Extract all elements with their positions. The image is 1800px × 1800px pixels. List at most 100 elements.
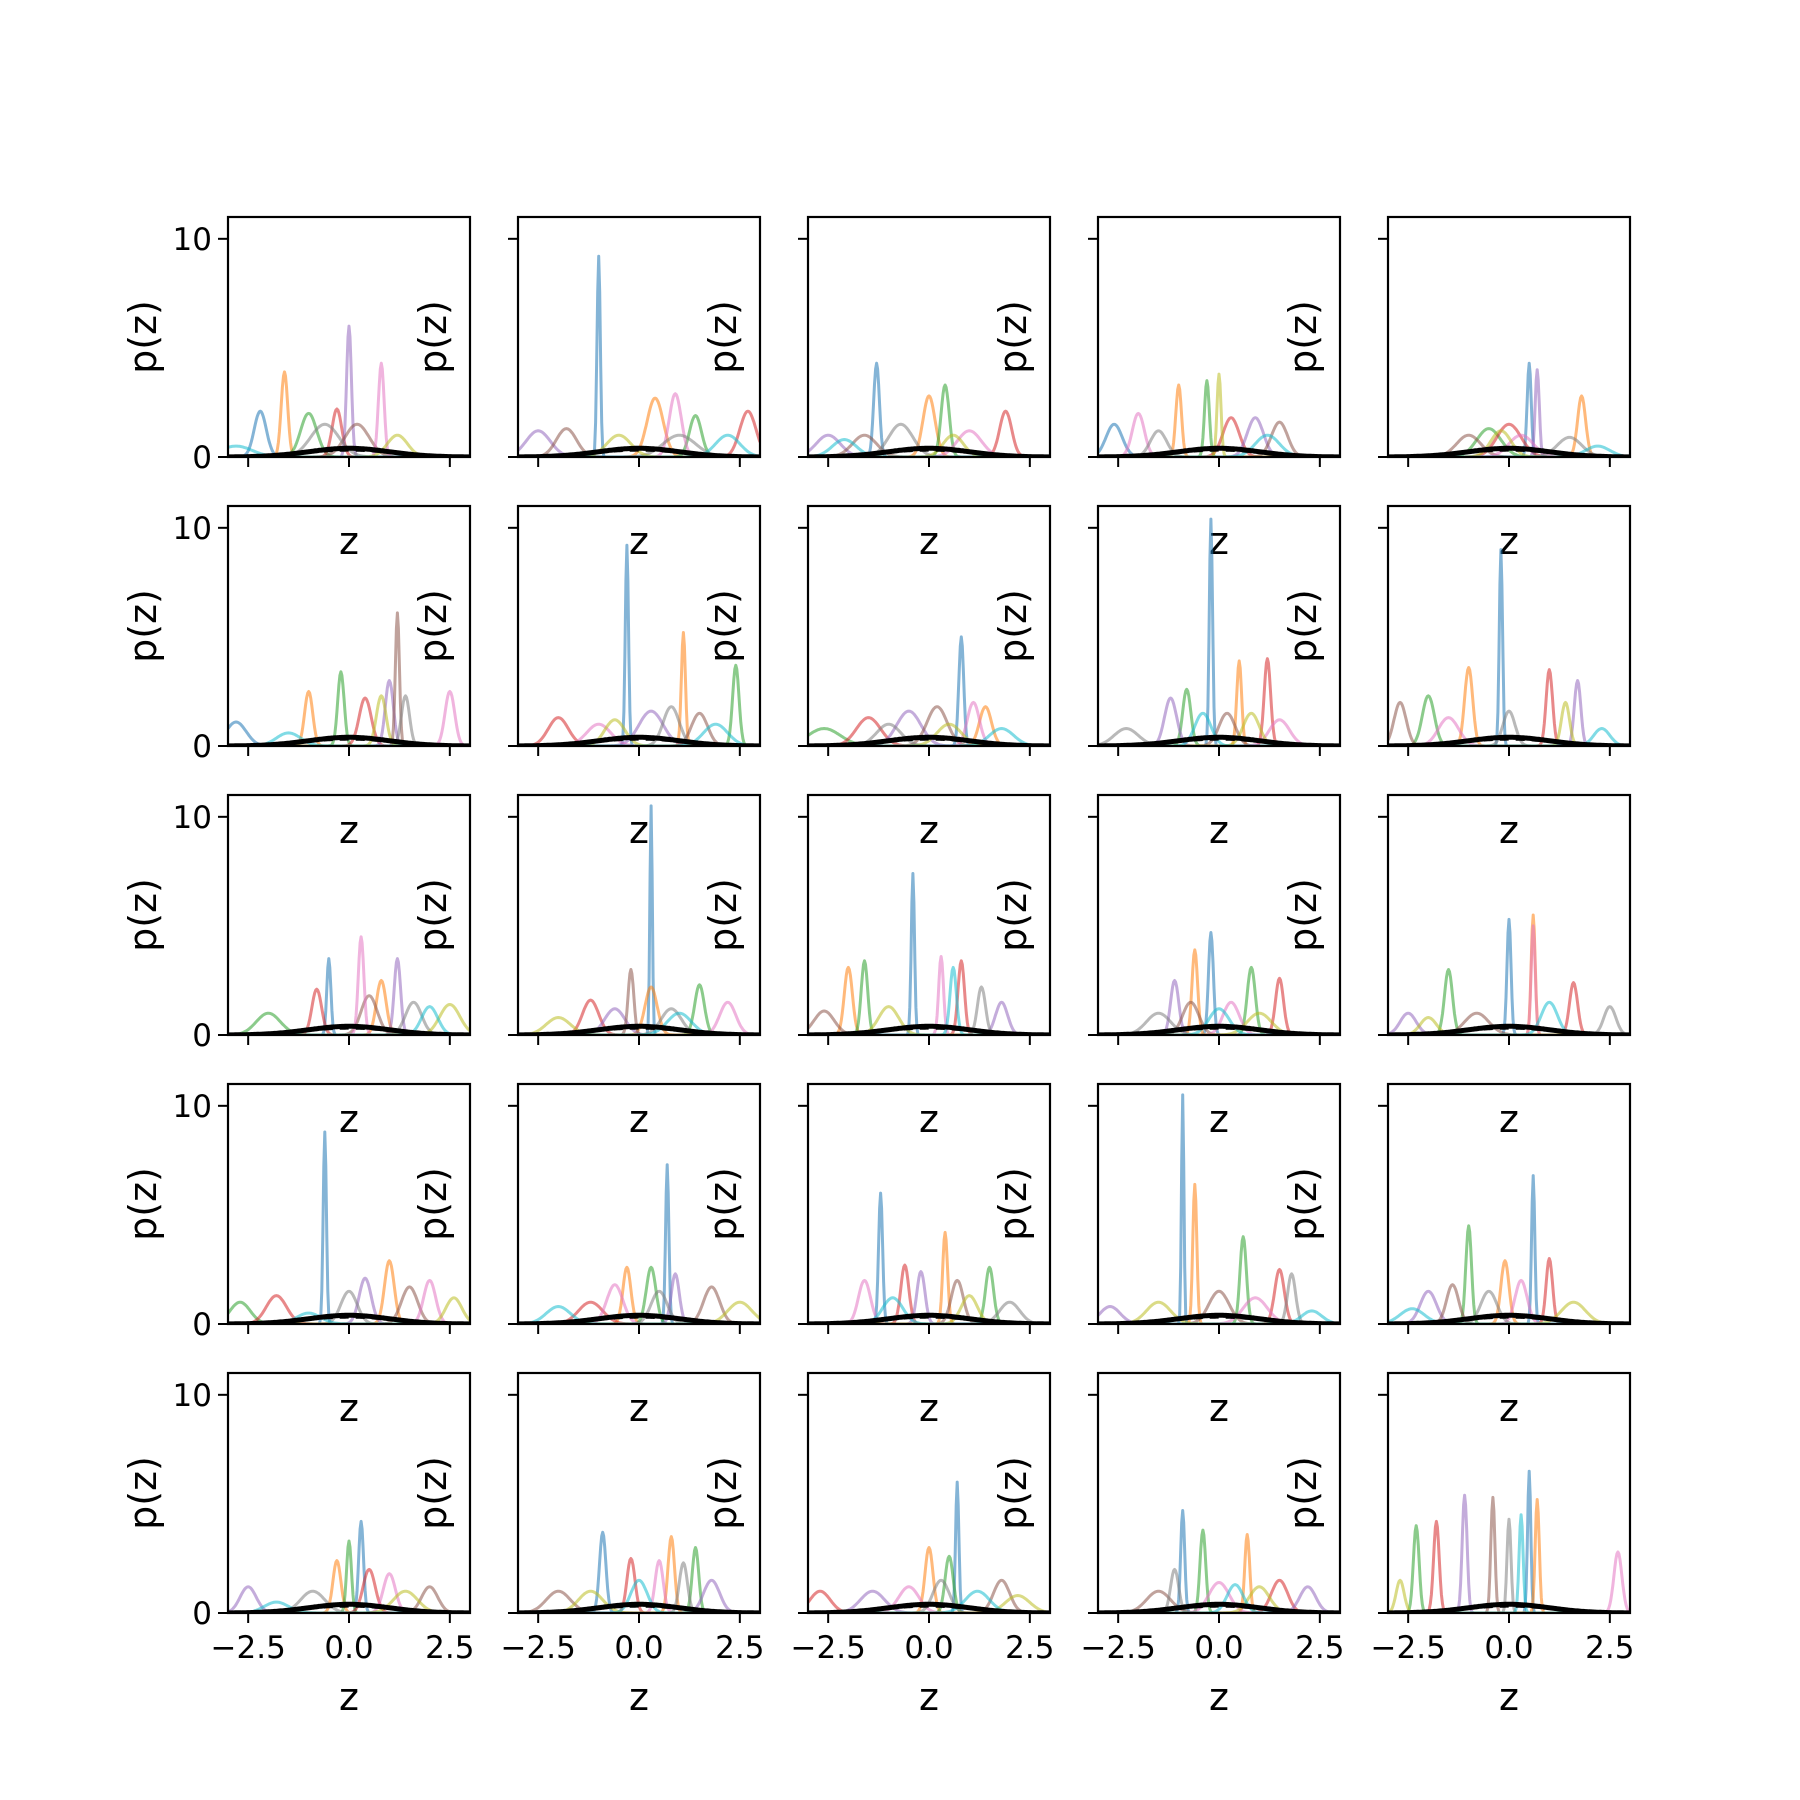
y-tick-label: 0 [192, 1018, 212, 1054]
plot-area [808, 1191, 1050, 1324]
x-axis-label: z [629, 1097, 649, 1141]
subplot-r2-c3 [1088, 793, 1342, 1045]
density-series-1 [228, 1519, 470, 1613]
density-series-6 [1098, 1000, 1340, 1035]
subplot-r2-c2 [798, 793, 1052, 1045]
prior-normal-curve [1388, 1312, 1630, 1324]
x-axis-label: z [1499, 519, 1519, 563]
density-series-4 [808, 716, 1050, 746]
y-axis-label: p(z) [991, 300, 1035, 374]
density-series-7 [518, 1000, 760, 1035]
density-series-7 [1098, 411, 1340, 457]
plot-area [518, 1530, 760, 1613]
y-axis-label: p(z) [1281, 1167, 1325, 1241]
plot-area [1388, 1469, 1630, 1613]
density-series-6 [518, 1589, 760, 1613]
density-series-3 [518, 663, 760, 746]
y-axis-label: p(z) [701, 1167, 745, 1241]
density-series-10 [518, 1578, 760, 1613]
y-axis-label: p(z) [1281, 589, 1325, 663]
density-series-1 [1388, 917, 1630, 1035]
density-series-1 [228, 957, 470, 1035]
x-axis-label: z [629, 808, 649, 852]
subplot-r2-c0: 0 10 [173, 793, 472, 1054]
density-series-6 [808, 433, 1050, 457]
prior-normal-curve [1098, 445, 1340, 457]
density-series-8 [1098, 727, 1340, 746]
density-series-6 [228, 422, 470, 457]
prior-normal-curve [1388, 445, 1630, 457]
x-tick-label: 0.0 [324, 1630, 373, 1666]
x-axis-label: z [1209, 519, 1229, 563]
x-axis-label: z [1209, 1097, 1229, 1141]
x-tick-label: −2.5 [211, 1630, 286, 1666]
density-series-10 [1098, 1583, 1340, 1613]
density-series-7 [808, 1585, 1050, 1613]
x-tick-label: −2.5 [1371, 1630, 1446, 1666]
density-series-10 [518, 1305, 760, 1324]
prior-normal-curve [518, 445, 760, 457]
density-series-5 [518, 709, 760, 746]
density-series-3 [228, 1011, 470, 1035]
density-series-2 [808, 965, 1050, 1035]
density-series-6 [518, 427, 760, 457]
subplot-r3-c3 [1088, 1082, 1342, 1334]
density-series-9 [1098, 1300, 1340, 1324]
density-series-5 [808, 433, 1050, 457]
x-axis-label: z [919, 1097, 939, 1141]
plot-area [1388, 361, 1630, 457]
x-tick-label: 0.0 [1484, 1630, 1533, 1666]
subplot-r0-c2 [798, 215, 1052, 467]
x-tick-label: 2.5 [715, 1630, 764, 1666]
density-series-6 [808, 1578, 1050, 1613]
prior-normal-curve [1098, 1023, 1340, 1035]
density-series-1 [228, 409, 470, 457]
prior-normal-curve [808, 1023, 1050, 1035]
x-axis-label: z [339, 1386, 359, 1430]
density-series-5 [228, 957, 470, 1035]
density-series-5 [518, 1578, 760, 1613]
prior-normal-curve [1098, 734, 1340, 746]
density-series-7 [228, 1278, 470, 1324]
density-series-5 [808, 1000, 1050, 1035]
density-series-9 [808, 722, 1050, 746]
plot-area [808, 872, 1050, 1035]
y-axis-label: p(z) [411, 878, 455, 952]
y-axis-label: p(z) [411, 1167, 455, 1241]
y-axis-label: p(z) [991, 1456, 1035, 1530]
subplot-r2-c1 [508, 793, 762, 1045]
subplot-r1-c3 [1088, 504, 1342, 756]
density-series-10 [808, 438, 1050, 457]
x-axis-label: z [629, 1386, 649, 1430]
density-series-8 [808, 1300, 1050, 1324]
prior-normal-curve [518, 734, 760, 746]
density-series-6 [518, 1285, 760, 1324]
density-series-5 [518, 429, 760, 457]
density-series-4 [228, 407, 470, 457]
y-axis-label: p(z) [701, 878, 745, 952]
density-series-8 [1388, 435, 1630, 457]
density-series-10 [1098, 711, 1340, 746]
y-axis-label: p(z) [991, 589, 1035, 663]
plot-area [808, 361, 1050, 457]
density-series-6 [1098, 711, 1340, 746]
x-tick-label: −2.5 [791, 1630, 866, 1666]
density-series-7 [1388, 433, 1630, 457]
density-series-2 [808, 394, 1050, 457]
prior-normal-curve [1098, 1312, 1340, 1324]
subplot-r4-c2: −2.5 0.0 2.5 [791, 1371, 1054, 1666]
x-axis-label: z [629, 519, 649, 563]
axes-frame [1386, 215, 1632, 459]
y-axis-label: p(z) [411, 300, 455, 374]
y-axis-label: p(z) [411, 1456, 455, 1530]
y-tick-label: 0 [192, 1596, 212, 1632]
density-series-3 [1098, 1235, 1340, 1324]
prior-normal-curve [808, 734, 1050, 746]
density-series-10 [228, 1005, 470, 1035]
density-series-5 [1388, 1493, 1630, 1613]
y-axis-label: p(z) [411, 589, 455, 663]
plot-area [228, 935, 470, 1035]
prior-normal-curve [1388, 734, 1630, 746]
density-series-9 [518, 1016, 760, 1035]
y-tick-label: 10 [173, 800, 212, 836]
